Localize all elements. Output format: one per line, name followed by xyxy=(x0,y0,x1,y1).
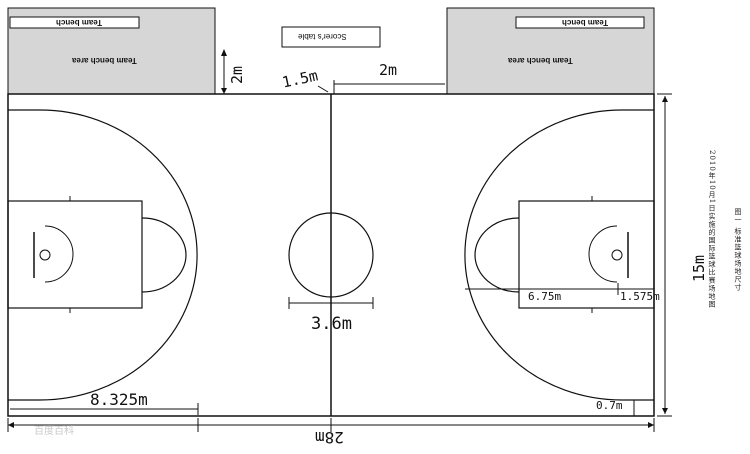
dim-15m-arrow-top xyxy=(662,96,668,102)
restricted-arc-right xyxy=(588,225,618,283)
three-point-line-left xyxy=(8,109,198,401)
center-circle xyxy=(288,212,374,298)
hoop-right xyxy=(611,249,623,261)
dim-2m-arrow-bottom xyxy=(221,88,227,94)
dim-28m-label: 28m xyxy=(315,428,344,447)
dim-2m-horizontal-label: 2m xyxy=(379,61,398,79)
team-bench-area-left-label: Team bench area xyxy=(72,56,137,65)
caption-sub: 2010年10月1日实施的国际篮球比赛场地图 xyxy=(708,150,716,309)
dim-8-325m-label: 8.325m xyxy=(90,390,148,409)
scorers-table-label: Scorer's table xyxy=(298,32,347,41)
dim-1-5m-line xyxy=(317,85,329,93)
dim-0-7m-label: 0.7m xyxy=(596,399,623,412)
team-bench-left-label: Team bench xyxy=(56,18,103,27)
three-point-line-right xyxy=(464,109,654,401)
dim-28m-arrow-right xyxy=(648,422,654,428)
free-throw-circle-left xyxy=(141,217,187,293)
scorers-table xyxy=(281,26,381,48)
dim-15m-label: 15m xyxy=(690,254,708,282)
team-bench-right xyxy=(515,16,645,29)
dim-1-575m-label: 1.575m xyxy=(620,290,660,303)
dim-2m-arrow-top xyxy=(221,49,227,56)
restricted-arc-left xyxy=(44,225,74,283)
team-bench-right-label: Team bench xyxy=(562,18,609,27)
dim-6-75m-label: 6.75m xyxy=(528,290,562,303)
free-throw-circle-right xyxy=(474,217,520,293)
team-bench-area-right-label: Team bench area xyxy=(508,56,573,65)
dim-15m-arrow-bottom xyxy=(662,408,668,414)
dim-3-6m-label: 3.6m xyxy=(311,314,352,334)
caption-main: 图一 标准篮球场地尺寸 xyxy=(734,208,742,292)
key-right xyxy=(518,200,655,309)
dim-28m-arrow-left xyxy=(8,422,14,428)
key-left xyxy=(7,200,143,309)
watermark: 百度百科 xyxy=(34,426,74,437)
dim-2m-vertical-label: 2m xyxy=(228,65,246,84)
team-bench-left xyxy=(9,16,140,29)
hoop-left xyxy=(39,249,51,261)
